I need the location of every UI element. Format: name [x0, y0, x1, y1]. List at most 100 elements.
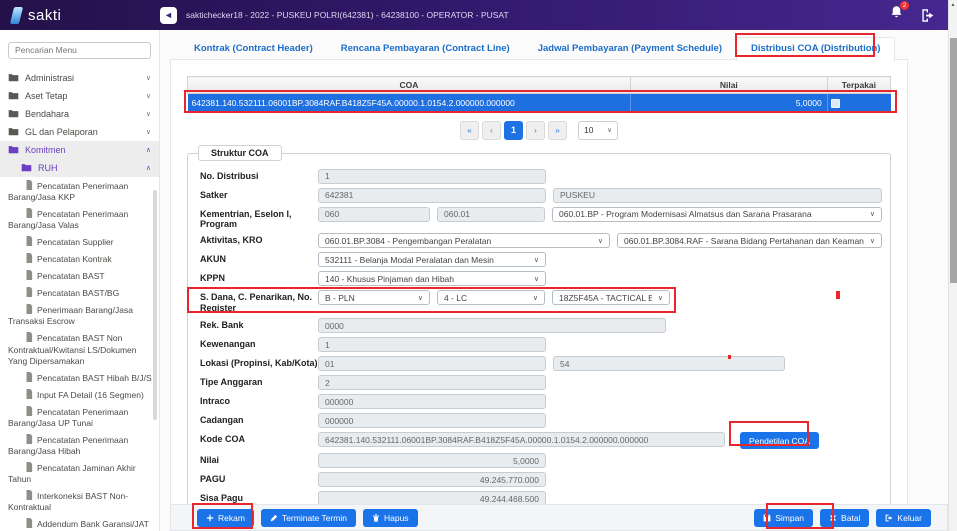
scroll-up-arrow-icon[interactable]: ▲ — [950, 2, 956, 8]
field-kementrian: Kementrian, Eselon I, Program 060.01.BP … — [200, 206, 882, 230]
sidebar-menu-administrasi[interactable]: Administrasi ∨ — [0, 69, 159, 87]
tab-kontrak[interactable]: Kontrak (Contract Header) — [194, 43, 313, 54]
terpakai-checkbox[interactable] — [830, 98, 840, 108]
chevron-down-icon: ∨ — [145, 110, 151, 118]
chevron-down-icon: ∨ — [145, 74, 151, 82]
sidebar-item-interkoneksi-bast[interactable]: Interkoneksi BAST Non-Kontraktual — [8, 489, 129, 513]
hapus-button[interactable]: Hapus — [362, 508, 418, 527]
menu-label: GL dan Pelaporan — [25, 126, 98, 137]
close-icon — [829, 514, 837, 522]
kppn-select[interactable]: 140 - Khusus Pinjaman dan Hibah ∨ — [318, 271, 546, 287]
chevron-down-icon: ∨ — [597, 237, 603, 245]
chevron-down-icon: ∨ — [869, 237, 875, 245]
main-content: Kontrak (Contract Header) Rencana Pembay… — [160, 30, 948, 531]
last-page-button[interactable]: » — [548, 120, 567, 140]
document-icon — [26, 304, 33, 315]
sidebar-item-penerimaan-up-tunai[interactable]: Pencatatan Penerimaan Barang/Jasa UP Tun… — [8, 405, 129, 428]
sakti-logo-text: sakti — [28, 6, 62, 24]
eselon-input — [437, 206, 545, 222]
previous-page-button[interactable]: ‹ — [482, 120, 501, 140]
menu-label: RUH — [38, 162, 58, 173]
akun-select[interactable]: 532111 - Belanja Modal Peralatan dan Mes… — [318, 252, 546, 268]
terminate-termin-button[interactable]: Terminate Termin — [260, 508, 356, 527]
batal-button[interactable]: Batal — [820, 508, 870, 527]
sidebar-item-penerimaan-valas[interactable]: Pencatatan Penerimaan Barang/Jasa Valas — [8, 208, 129, 231]
no-register-select[interactable]: 18Z5F45A - TACTICAL EQL∨ — [552, 290, 670, 306]
menu-label: Komitmen — [25, 144, 66, 155]
sidebar-item-escrow[interactable]: Penerimaan Barang/Jasa Transaksi Escrow — [8, 304, 133, 327]
folder-icon — [8, 146, 19, 154]
field-label: Nilai — [200, 455, 220, 466]
logout-icon — [922, 8, 934, 22]
sidebar-menu-ruh[interactable]: RUH ∧ — [0, 158, 159, 177]
sidebar-item-pencatatan-bast[interactable]: Pencatatan BAST — [6, 268, 156, 285]
sumber-dana-select[interactable]: B - PLN ∨ — [318, 290, 430, 306]
logout-button[interactable] — [920, 8, 936, 23]
sidebar-item-penerimaan-hibah[interactable]: Pencatatan Penerimaan Barang/Jasa Hibah — [8, 433, 129, 456]
sidebar-menu-komitmen[interactable]: Komitmen ∧ — [0, 140, 159, 159]
table-row[interactable]: 642381.140.532111.06001BP.3084RAF.B418Z5… — [187, 93, 891, 112]
rek-bank-input — [318, 318, 666, 334]
page-size-select[interactable]: 10 ∨ — [578, 120, 618, 140]
field-label: PAGU — [200, 474, 226, 485]
page-1-button[interactable]: 1 — [504, 120, 523, 140]
keluar-button[interactable]: Keluar — [876, 508, 931, 527]
satker-code-input — [318, 187, 546, 203]
sidebar-menu-aset-tetap[interactable]: Aset Tetap ∨ — [0, 87, 159, 105]
simpan-button[interactable]: Simpan — [754, 508, 814, 527]
tab-rencana-pembayaran[interactable]: Rencana Pembayaran (Contract Line) — [340, 43, 510, 54]
pendetilan-coa-button[interactable]: Pendetilan COA — [740, 432, 819, 450]
field-label: Kewenangan — [200, 339, 256, 350]
window-scrollbar[interactable]: ▲ — [948, 0, 957, 531]
menu-search-input[interactable] — [8, 41, 151, 59]
document-icon — [26, 518, 33, 529]
chevron-down-icon: ∨ — [869, 211, 875, 218]
first-page-button[interactable]: « — [460, 120, 479, 140]
field-kppn: KPPN 140 - Khusus Pinjaman dan Hibah ∨ — [200, 271, 882, 287]
sidebar-scrollbar[interactable] — [153, 190, 157, 420]
sidebar-item-jaminan-akhir-tahun[interactable]: Pencatatan Jaminan Akhir Tahun — [8, 461, 136, 484]
tab-distribusi-coa[interactable]: Distribusi COA (Distribution) — [736, 37, 896, 61]
tab-jadwal-pembayaran[interactable]: Jadwal Pembayaran (Payment Schedule) — [537, 43, 722, 54]
sidebar-item-pencatatan-supplier[interactable]: Pencatatan Supplier — [6, 234, 156, 251]
document-icon — [26, 332, 33, 343]
sakti-logo-icon — [9, 6, 24, 24]
notifications-button[interactable]: 2 — [889, 1, 909, 25]
cara-penarikan-select[interactable]: 4 - LC ∨ — [437, 290, 545, 306]
sidebar-item-bast-hibah[interactable]: Pencatatan BAST Hibah B/J/S — [6, 369, 156, 386]
aktivitas-select[interactable]: 060.01.BP.3084 - Pengembangan Peralatan ∨ — [318, 233, 610, 249]
back-button[interactable]: ◄ — [160, 6, 177, 24]
program-select[interactable]: 060.01.BP - Program Modernisasi Almatsus… — [552, 206, 882, 222]
kro-select[interactable]: 060.01.BP.3084.RAF - Sarana Bidang Perta… — [617, 233, 882, 249]
sidebar-menu-bendahara[interactable]: Bendahara ∨ — [0, 105, 159, 123]
next-page-button[interactable]: › — [526, 120, 545, 140]
sidebar-item-pencatatan-kontrak[interactable]: Pencatatan Kontrak — [6, 251, 156, 268]
sidebar-item-pencatatan-bast-bg[interactable]: Pencatatan BAST/BG — [6, 285, 156, 302]
field-no-distribusi: No. Distribusi — [200, 168, 882, 184]
document-icon — [26, 461, 33, 472]
sidebar-menu-gl-pelaporan[interactable]: GL dan Pelaporan ∨ — [0, 123, 159, 141]
field-label: Satker — [200, 189, 228, 200]
document-icon — [26, 489, 33, 500]
terpakai-column-header: Terpakai — [826, 76, 892, 94]
scrollbar-thumb[interactable] — [950, 38, 957, 283]
sidebar-item-input-fa-detail[interactable]: Input FA Detail (16 Segmen) — [6, 386, 156, 403]
sidebar-item-penerimaan-kkp[interactable]: Pencatatan Penerimaan Barang/Jasa KKP — [8, 180, 129, 203]
chevron-down-icon: ∨ — [145, 128, 151, 136]
field-intraco: Intraco — [200, 394, 882, 410]
nilai-column-header: Nilai — [629, 76, 828, 94]
sidebar-item-bast-non-kontraktual[interactable]: Pencatatan BAST Non Kontraktual/Kwitansi… — [8, 332, 137, 366]
no-distribusi-input — [318, 168, 546, 184]
folder-icon — [8, 128, 19, 136]
field-tipe-anggaran: Tipe Anggaran — [200, 375, 882, 391]
sidebar-item-addendum-bank-garansi[interactable]: Addendum Bank Garansi/JAT — [6, 516, 156, 531]
field-label: Intraco — [200, 396, 231, 407]
field-label: Aktivitas, KRO — [200, 235, 263, 246]
document-icon — [26, 180, 33, 190]
propinsi-input — [318, 356, 546, 372]
rekam-button[interactable]: Rekam — [197, 508, 254, 527]
pagination: « ‹ 1 › » 10 ∨ — [171, 120, 907, 140]
field-akun: AKUN 532111 - Belanja Modal Peralatan da… — [200, 252, 882, 268]
field-label: Sisa Pagu — [200, 493, 244, 504]
